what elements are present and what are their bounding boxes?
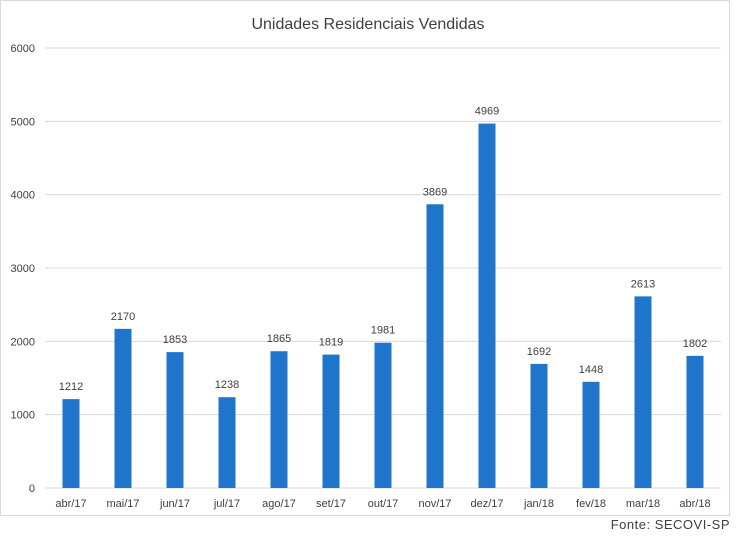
y-tick-label: 0 [29, 483, 35, 495]
chart-frame: Unidades Residenciais Vendidas 0 1000 2000… [0, 0, 730, 516]
chart-title: Unidades Residenciais Vendidas [251, 16, 484, 33]
data-label: 1802 [683, 338, 707, 350]
y-tick-label: 4000 [11, 190, 35, 202]
x-tick-label: jan/18 [523, 498, 554, 510]
bar [166, 352, 184, 488]
x-tick-label: dez/17 [470, 498, 503, 510]
data-label: 2170 [111, 311, 135, 323]
label-layer: 1212 abr/17 2170 mai/17 1853 jun/17 1238 jul/17… [55, 106, 710, 510]
y-tick-label: 5000 [11, 116, 35, 128]
x-tick-label: fev/18 [576, 498, 606, 510]
x-tick-label: ago/17 [262, 498, 296, 510]
bar [270, 351, 288, 488]
x-tick-label: abr/17 [55, 498, 86, 510]
data-label: 1212 [59, 381, 83, 393]
bar [426, 204, 444, 489]
data-label: 1865 [267, 333, 291, 345]
data-label: 1448 [579, 364, 603, 376]
bar [218, 397, 236, 488]
source-note: Fonte: SECOVI-SP [610, 517, 730, 532]
x-tick-label: mar/18 [626, 498, 660, 510]
bar [582, 381, 600, 488]
data-label: 1238 [215, 379, 239, 391]
x-tick-label: abr/18 [679, 498, 710, 510]
y-tick-label: 1000 [11, 410, 35, 422]
data-label: 1853 [163, 334, 187, 346]
y-tick-label: 2000 [11, 336, 35, 348]
data-label: 1692 [527, 346, 551, 358]
y-tick-label: 3000 [11, 263, 35, 275]
bar [62, 399, 80, 488]
data-label: 1819 [319, 337, 343, 349]
data-label: 2613 [631, 278, 655, 290]
bar [114, 328, 132, 488]
x-tick-label: jul/17 [213, 498, 240, 510]
bar-layer [62, 123, 704, 489]
x-tick-label: out/17 [368, 498, 399, 510]
bar [478, 123, 496, 489]
data-label: 4969 [475, 106, 499, 118]
grid-layer: 0 1000 2000 3000 4000 5000 6000 [11, 43, 721, 495]
data-label: 3869 [423, 186, 447, 198]
x-tick-label: nov/17 [418, 498, 451, 510]
data-label: 1981 [371, 325, 395, 337]
y-tick-label: 6000 [11, 43, 35, 55]
chart-svg: Unidades Residenciais Vendidas 0 1000 2000… [11, 16, 721, 510]
bar [374, 342, 392, 488]
bar [634, 296, 652, 488]
bar [686, 355, 704, 488]
bar [530, 363, 548, 488]
x-tick-label: jun/17 [159, 498, 190, 510]
x-tick-label: set/17 [316, 498, 346, 510]
x-tick-label: mai/17 [106, 498, 139, 510]
bar [322, 354, 340, 488]
